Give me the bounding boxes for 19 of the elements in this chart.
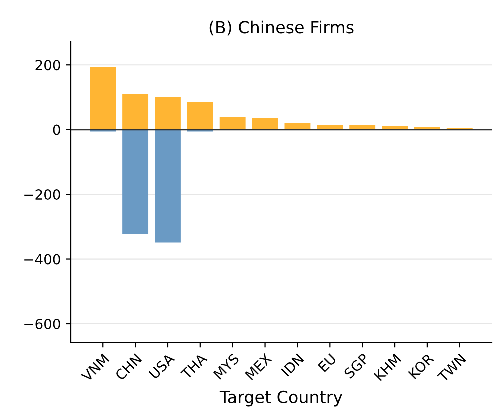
bar [252, 118, 278, 130]
y-tick-label: −200 [24, 190, 60, 200]
bar [220, 117, 246, 130]
bar [90, 67, 116, 130]
x-tick-label: EU [318, 354, 337, 373]
y-tick-label: 0 [53, 124, 60, 136]
bar [187, 102, 214, 130]
x-tick-label: IDN [281, 354, 304, 377]
x-tick-label: USA [148, 352, 176, 380]
bar [122, 94, 149, 130]
y-tick-label: −400 [24, 254, 60, 265]
y-tick-label: −600 [24, 318, 60, 330]
bar [155, 130, 181, 243]
bar [122, 130, 149, 234]
x-axis-title: Target Country [220, 390, 343, 407]
chart-title: (B) Chinese Firms [210, 20, 354, 36]
y-tick-label: 200 [36, 60, 60, 71]
x-tick-label: THA [180, 352, 208, 380]
bar [155, 97, 181, 130]
